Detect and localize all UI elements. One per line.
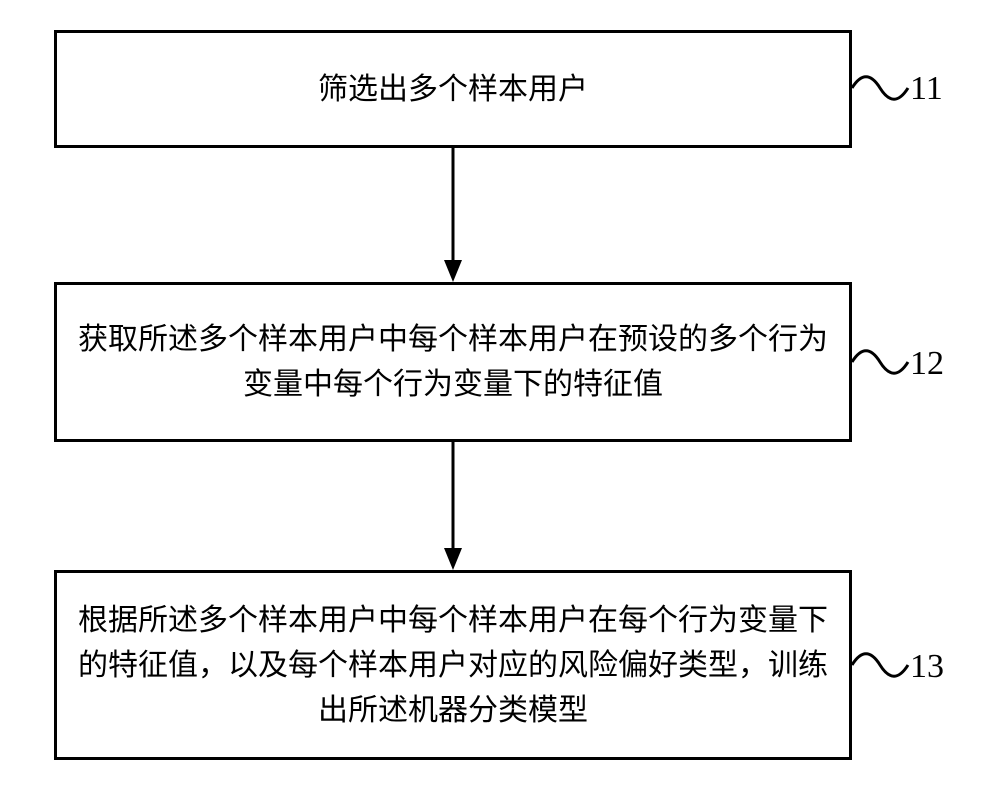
step-label-12: 12 bbox=[910, 345, 944, 383]
step-label-13: 13 bbox=[910, 648, 944, 686]
flowchart-node-1: 筛选出多个样本用户 bbox=[54, 30, 852, 148]
flowchart-node-3: 根据所述多个样本用户中每个样本用户在每个行为变量下的特征值，以及每个样本用户对应… bbox=[54, 570, 852, 760]
step-label-11: 11 bbox=[910, 70, 943, 108]
flowchart-canvas: 筛选出多个样本用户 获取所述多个样本用户中每个样本用户在预设的多个行为变量中每个… bbox=[0, 0, 1000, 787]
node-text: 根据所述多个样本用户中每个样本用户在每个行为变量下的特征值，以及每个样本用户对应… bbox=[77, 598, 829, 733]
flowchart-node-2: 获取所述多个样本用户中每个样本用户在预设的多个行为变量中每个行为变量下的特征值 bbox=[54, 282, 852, 442]
node-text: 筛选出多个样本用户 bbox=[318, 67, 588, 112]
node-text: 获取所述多个样本用户中每个样本用户在预设的多个行为变量中每个行为变量下的特征值 bbox=[77, 317, 829, 407]
